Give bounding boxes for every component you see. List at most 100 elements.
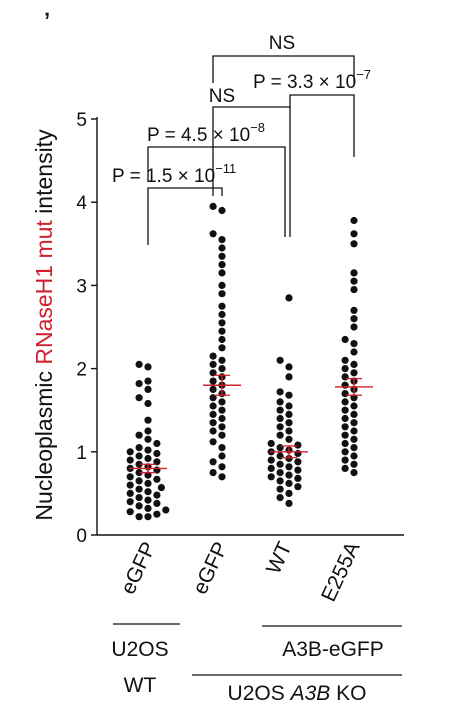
data-point [218, 423, 226, 431]
data-point [135, 444, 143, 452]
mean-sem-bars [129, 374, 373, 474]
data-point [285, 499, 293, 507]
ko-prefix: U2OS [228, 682, 291, 705]
data-point [350, 277, 358, 285]
significance-bracket [289, 94, 355, 157]
data-point [209, 369, 217, 377]
y-tick-label: 1 [76, 443, 87, 464]
data-point [350, 394, 358, 402]
data-point [294, 449, 302, 458]
data-point [267, 464, 275, 472]
data-point [285, 463, 293, 471]
data-point [341, 464, 349, 472]
data-point [276, 423, 284, 431]
data-point [341, 365, 349, 373]
data-point [341, 423, 349, 431]
data-point [294, 483, 302, 491]
p-value-label: P = 1.5 × 10−11 [112, 161, 236, 187]
p-value-label: P = 3.3 × 10−7 [253, 67, 371, 93]
data-point [276, 431, 284, 439]
data-point [209, 230, 217, 238]
data-point [135, 494, 143, 502]
group-label-u2os: U2OS [111, 638, 168, 661]
data-point [285, 419, 293, 427]
data-point [218, 252, 226, 260]
data-point [218, 327, 226, 335]
data-point [135, 360, 143, 368]
data-point [218, 206, 226, 215]
data-point [144, 435, 152, 443]
data-point [209, 360, 217, 368]
data-point [350, 348, 358, 356]
data-point [294, 474, 302, 482]
data-point [144, 488, 152, 496]
data-point [126, 456, 134, 464]
data-point [285, 373, 293, 381]
data-point [218, 356, 226, 364]
data-point [350, 240, 358, 248]
data-point [218, 281, 226, 289]
data-point [157, 484, 165, 492]
data-point [218, 463, 226, 471]
data-point [218, 319, 226, 327]
significance-bracket [147, 187, 223, 245]
data-point [209, 458, 217, 466]
y-tick-label: 5 [76, 110, 87, 131]
data-point [218, 414, 226, 423]
data-point [135, 477, 143, 485]
data-point [153, 510, 161, 518]
data-point [341, 456, 349, 464]
data-point [350, 216, 358, 225]
data-point [285, 363, 293, 371]
data-point [341, 448, 349, 456]
x-tick-label: eGFP [117, 538, 161, 597]
data-point [350, 286, 358, 294]
data-point [144, 446, 152, 454]
data-point [350, 410, 358, 418]
data-point [218, 335, 226, 344]
data-point [209, 202, 217, 210]
data-point [144, 471, 152, 479]
y-axis-label: Nucleoplasmic RNaseH1 mut intensity [31, 129, 57, 521]
data-point [218, 302, 226, 310]
data-point [350, 452, 358, 460]
p-value-label: P = 4.5 × 10−8 [147, 120, 265, 146]
data-point [144, 513, 152, 521]
data-point [144, 496, 152, 504]
data-point [209, 352, 217, 360]
data-point [276, 356, 284, 364]
data-point [267, 439, 275, 448]
panel-mark: ʼ [44, 8, 50, 33]
axes: 0 1 2 3 4 5 [76, 110, 404, 547]
data-point [341, 356, 349, 364]
data-point [350, 427, 358, 435]
data-point [144, 479, 152, 487]
data-point [350, 315, 358, 323]
data-point [218, 473, 226, 481]
data-point [135, 452, 143, 460]
data-point [276, 469, 284, 477]
data-point [294, 466, 302, 474]
data-point [285, 410, 293, 418]
data-point [218, 398, 226, 406]
data-point [285, 479, 293, 487]
data-point [285, 427, 293, 435]
data-point [209, 377, 217, 385]
data-point [209, 410, 217, 418]
x-tick-label: WT [262, 538, 297, 577]
data-point [341, 439, 349, 448]
data-point [209, 419, 217, 427]
data-point [126, 448, 134, 456]
data-point [144, 454, 152, 463]
x-tick-label: eGFP [189, 538, 233, 597]
p-value-label: NS [269, 33, 295, 54]
data-point [144, 399, 152, 408]
data-point [144, 416, 152, 424]
x-tick-label: E255A [317, 538, 364, 605]
data-point [350, 419, 358, 427]
data-point [276, 494, 284, 502]
data-point [218, 290, 226, 298]
data-point [144, 363, 152, 371]
y-axis-label-part: RNaseH1 mut [31, 220, 57, 365]
data-point [276, 444, 284, 452]
